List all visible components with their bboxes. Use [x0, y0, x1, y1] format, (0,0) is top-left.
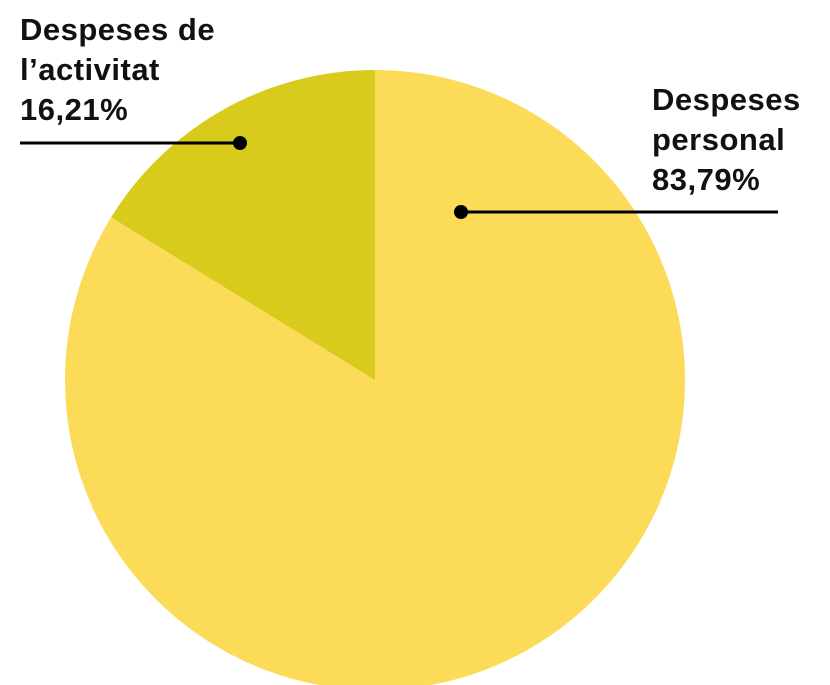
- leader-dot: [454, 205, 468, 219]
- slice-name: Despeses personal: [652, 82, 801, 157]
- leader-dot: [233, 136, 247, 150]
- pie-slice: [111, 70, 375, 380]
- pie-slice: [65, 70, 685, 685]
- slice-value: 16,21%: [20, 92, 129, 127]
- slice-label: Despeses de l’activitat 16,21%: [20, 10, 260, 130]
- slice-name: Despeses de l’activitat: [20, 12, 216, 87]
- slice-value: 83,79%: [652, 162, 761, 197]
- slice-label: Despeses personal 83,79%: [652, 80, 827, 200]
